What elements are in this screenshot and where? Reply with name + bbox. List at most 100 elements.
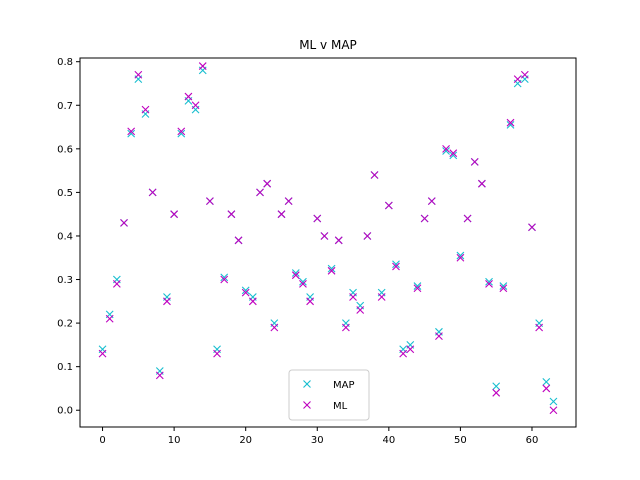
y-tick-label: 0.7 xyxy=(57,101,73,112)
x-tick-label: 10 xyxy=(168,435,181,446)
y-tick-label: 0.3 xyxy=(57,275,73,286)
point-ml xyxy=(377,293,386,301)
point-map xyxy=(291,269,300,277)
point-ml xyxy=(492,388,501,397)
point-ml xyxy=(291,271,300,280)
point-ml xyxy=(349,293,357,301)
point-map xyxy=(442,147,450,155)
point-ml xyxy=(270,323,279,332)
legend-marker-map xyxy=(303,380,311,388)
point-ml xyxy=(227,210,236,219)
point-ml xyxy=(134,70,143,79)
point-ml xyxy=(427,197,436,206)
x-tick-label: 50 xyxy=(454,435,467,446)
point-map xyxy=(392,260,400,269)
point-ml xyxy=(463,214,472,223)
point-ml xyxy=(241,288,250,297)
axes: 0 10 20 30 40 50 60 0.0 0.1 0.2 0.3 0.4 0.5 0.6 0.7 0.8 xyxy=(57,57,538,446)
point-ml xyxy=(220,275,229,284)
point-ml xyxy=(356,306,365,314)
point-ml xyxy=(542,384,551,393)
point-ml xyxy=(177,127,186,136)
point-map xyxy=(456,251,465,260)
point-ml xyxy=(506,118,515,127)
point-ml xyxy=(213,349,221,358)
x-tick-label: 30 xyxy=(311,435,324,446)
point-ml xyxy=(442,144,450,153)
legend-label-ml: ML xyxy=(333,401,348,412)
point-ml xyxy=(155,371,164,380)
point-ml xyxy=(313,214,322,223)
point-map xyxy=(127,129,136,138)
point-ml xyxy=(334,236,343,245)
point-ml xyxy=(513,75,522,84)
point-ml xyxy=(449,149,458,158)
y-tick-label: 0.4 xyxy=(57,231,73,242)
y-tick-label: 0.6 xyxy=(57,144,73,155)
point-ml xyxy=(163,297,171,306)
point-ml xyxy=(184,92,193,101)
point-map xyxy=(220,273,229,282)
y-tick-label: 0.2 xyxy=(57,319,73,330)
point-ml xyxy=(234,236,243,245)
point-map xyxy=(241,286,250,295)
legend-box xyxy=(288,369,370,421)
point-map xyxy=(177,129,186,138)
point-map xyxy=(542,378,551,386)
legend-item-ml: ML xyxy=(303,401,348,412)
legend-label-map: MAP xyxy=(333,380,355,391)
point-ml xyxy=(127,127,136,136)
point-ml xyxy=(206,197,214,206)
point-ml xyxy=(406,345,415,354)
point-ml xyxy=(170,210,179,219)
point-ml xyxy=(549,406,558,415)
point-map xyxy=(499,282,508,290)
series-ml xyxy=(98,62,558,415)
plot-frame xyxy=(79,57,577,428)
point-map xyxy=(449,151,458,160)
point-ml xyxy=(299,279,307,288)
x-tick-label: 40 xyxy=(382,435,395,446)
point-ml xyxy=(520,70,529,79)
point-ml xyxy=(342,323,350,332)
point-ml xyxy=(320,232,329,240)
point-map xyxy=(485,277,493,286)
point-ml xyxy=(370,171,379,179)
point-map xyxy=(327,264,336,273)
chart-title: ML v MAP xyxy=(299,38,357,52)
point-ml xyxy=(413,284,422,293)
point-ml xyxy=(470,158,479,166)
point-ml xyxy=(306,297,314,306)
x-tick-label: 60 xyxy=(526,435,539,446)
point-ml xyxy=(191,101,200,110)
point-ml xyxy=(363,232,372,240)
y-tick-label: 0.5 xyxy=(57,188,73,199)
x-tick-label: 20 xyxy=(239,435,252,446)
y-tick-label: 0.0 xyxy=(57,406,73,417)
point-ml xyxy=(456,253,465,262)
point-ml xyxy=(384,201,393,210)
y-tick-label: 0.1 xyxy=(57,362,73,373)
point-ml xyxy=(528,223,536,232)
point-ml xyxy=(112,279,121,288)
point-ml xyxy=(435,332,443,341)
point-map xyxy=(413,282,422,290)
point-ml xyxy=(248,297,257,306)
point-ml xyxy=(277,210,286,219)
point-ml xyxy=(256,188,264,197)
point-ml xyxy=(263,179,272,188)
legend: MAP ML xyxy=(288,369,370,421)
point-ml xyxy=(284,197,293,206)
point-ml xyxy=(141,105,150,114)
point-map xyxy=(506,120,515,129)
point-ml xyxy=(499,284,508,293)
point-ml xyxy=(535,323,544,332)
point-map xyxy=(299,277,307,286)
point-ml xyxy=(477,179,486,188)
point-ml xyxy=(327,266,336,275)
y-tick-label: 0.8 xyxy=(57,57,73,68)
point-ml xyxy=(105,314,114,323)
point-ml xyxy=(148,188,157,197)
point-map xyxy=(492,382,501,391)
x-tick-label: 0 xyxy=(99,435,105,446)
